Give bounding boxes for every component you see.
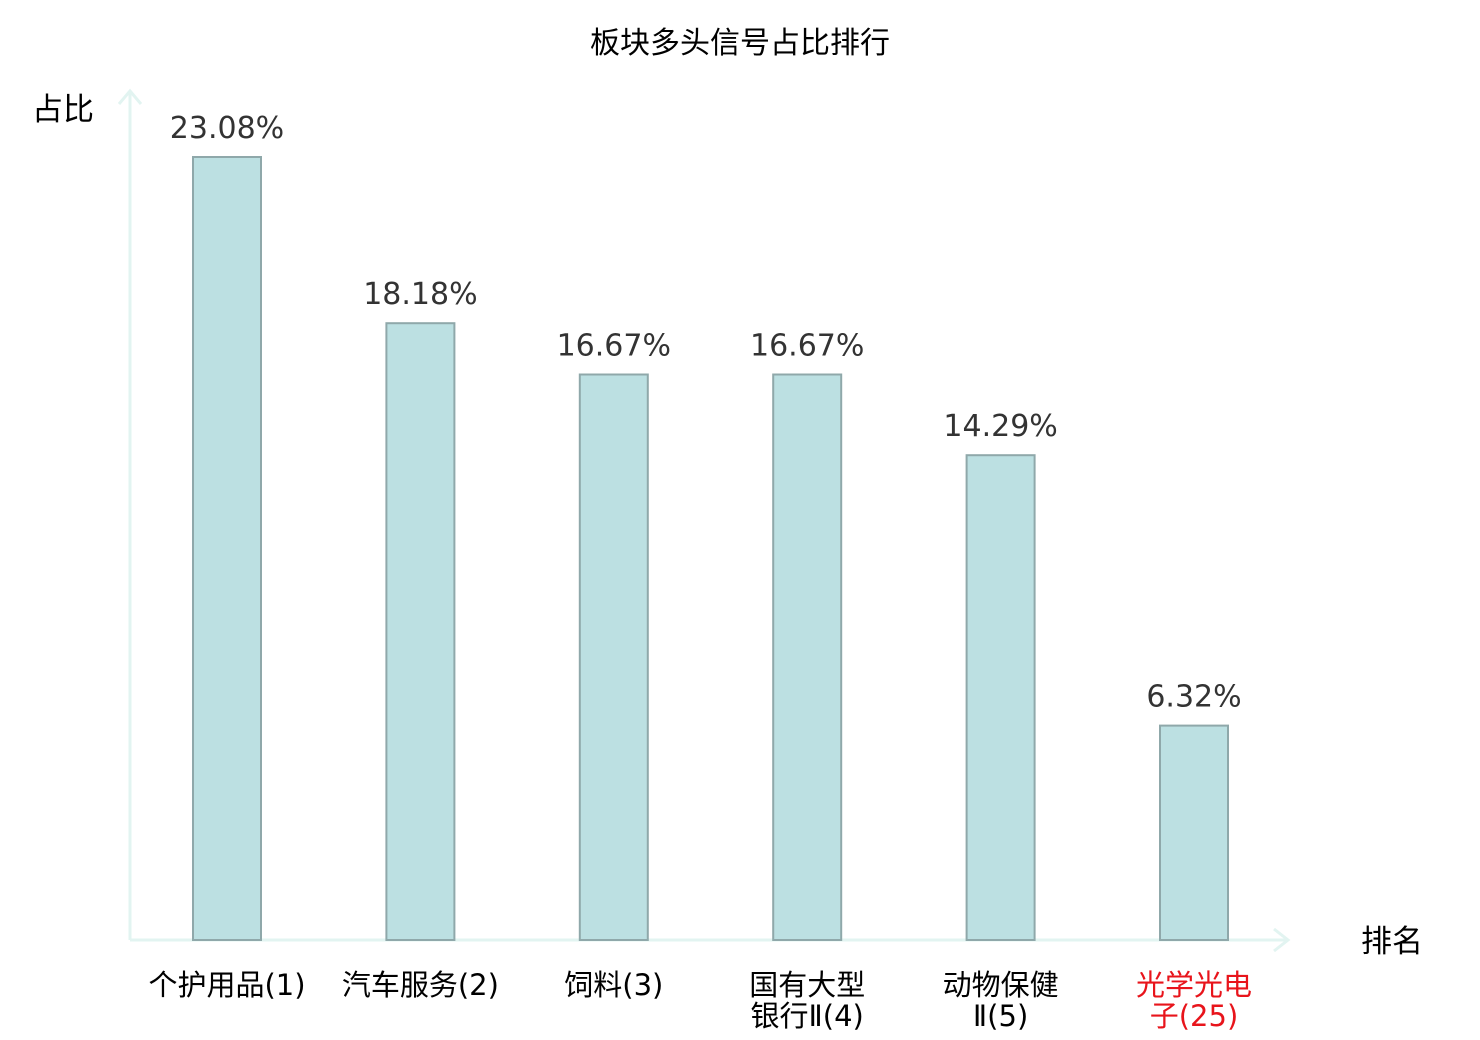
bar-1	[192, 156, 262, 941]
value-label-6: 6.32%	[1146, 680, 1241, 715]
y-axis-arrow	[117, 88, 143, 105]
bar-2	[385, 322, 456, 941]
category-label-2: 汽车服务(2)	[342, 968, 499, 1002]
category-label-6-line2: 子(25)	[1150, 999, 1239, 1033]
bar-3	[578, 373, 649, 941]
bar-4	[772, 373, 843, 941]
category-label-4-line2: 银行Ⅱ(4)	[751, 999, 864, 1033]
category-label-5-line2: Ⅱ(5)	[973, 999, 1028, 1033]
x-axis-arrow	[1273, 927, 1291, 953]
bar-5	[965, 454, 1036, 941]
category-label-6: 光学光电	[1136, 968, 1252, 1002]
category-label-5: 动物保健	[943, 968, 1059, 1002]
chart-title: 板块多头信号占比排行	[590, 26, 890, 61]
category-label-4: 国有大型	[749, 968, 865, 1002]
value-label-1: 23.08%	[170, 111, 284, 146]
y-axis-label: 占比	[32, 92, 94, 128]
category-label-1: 个护用品(1)	[148, 968, 305, 1002]
bar-6	[1159, 724, 1229, 941]
value-label-2: 18.18%	[363, 277, 477, 312]
x-axis-label: 排名	[1361, 924, 1423, 960]
category-label-3: 饲料(3)	[564, 968, 663, 1002]
value-label-5: 14.29%	[943, 409, 1057, 444]
value-label-3: 16.67%	[557, 329, 671, 364]
bars-group: 23.08% 个护用品(1) 18.18% 汽车服务(2) 16.67% 饲料(3) 16.…	[148, 111, 1252, 1033]
value-label-4: 16.67%	[750, 329, 864, 364]
